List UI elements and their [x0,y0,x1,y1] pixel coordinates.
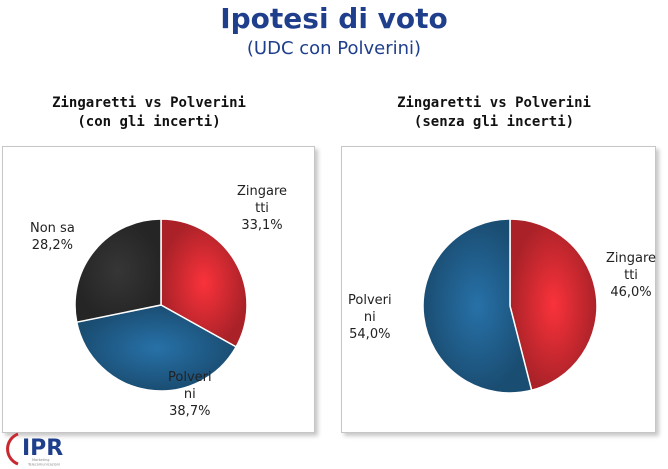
logo-tagline-2: Telecomunicazioni [27,463,60,467]
ipr-logo: IPR Marketing Telecomunicazioni [6,432,63,467]
chart-2-area: Zingare tti 46,0% Polveri ni 54,0% [341,146,656,433]
chart-2-slice-2 [422,218,533,394]
page-title: Ipotesi di voto [220,2,448,35]
chart-1-slice-3 [74,218,162,324]
chart-1-area: Zingare tti 33,1% Polveri ni 38,7% Non s… [2,146,315,433]
chart-2-title-line-1: Zingaretti vs Polverini [397,95,591,111]
chart-1-label-zingaretti: Zingare tti 33,1% [237,184,288,233]
chart-1-label-non-sa: Non sa 28,2% [30,221,75,253]
chart-1-title-line-1: Zingaretti vs Polverini [52,95,246,111]
chart-2-title-line-2: (senza gli incerti) [413,114,575,130]
chart-1-title-line-2: (con gli incerti) [77,114,221,130]
page-subtitle: (UDC con Polverini) [246,38,422,59]
logo-tagline-1: Marketing [32,458,49,462]
logo-arc-icon [6,432,19,466]
chart-2-label-polverini: Polveri ni 54,0% [348,293,392,342]
chart-2-pie [422,218,598,394]
chart-2-label-zingaretti: Zingare tti 46,0% [606,251,657,300]
logo-text: IPR [22,436,63,461]
chart-1-slice-1 [160,218,248,348]
chart-1-title: Zingaretti vs Polverini (con gli incerti… [0,94,299,132]
chart-1-slice-2 [75,304,238,392]
chart-1-pie [74,218,248,392]
chart-2-title: Zingaretti vs Polverini (senza gli incer… [344,94,644,132]
chart-2-slice-1 [509,218,598,392]
chart-1-label-polverini: Polveri ni 38,7% [168,370,212,419]
